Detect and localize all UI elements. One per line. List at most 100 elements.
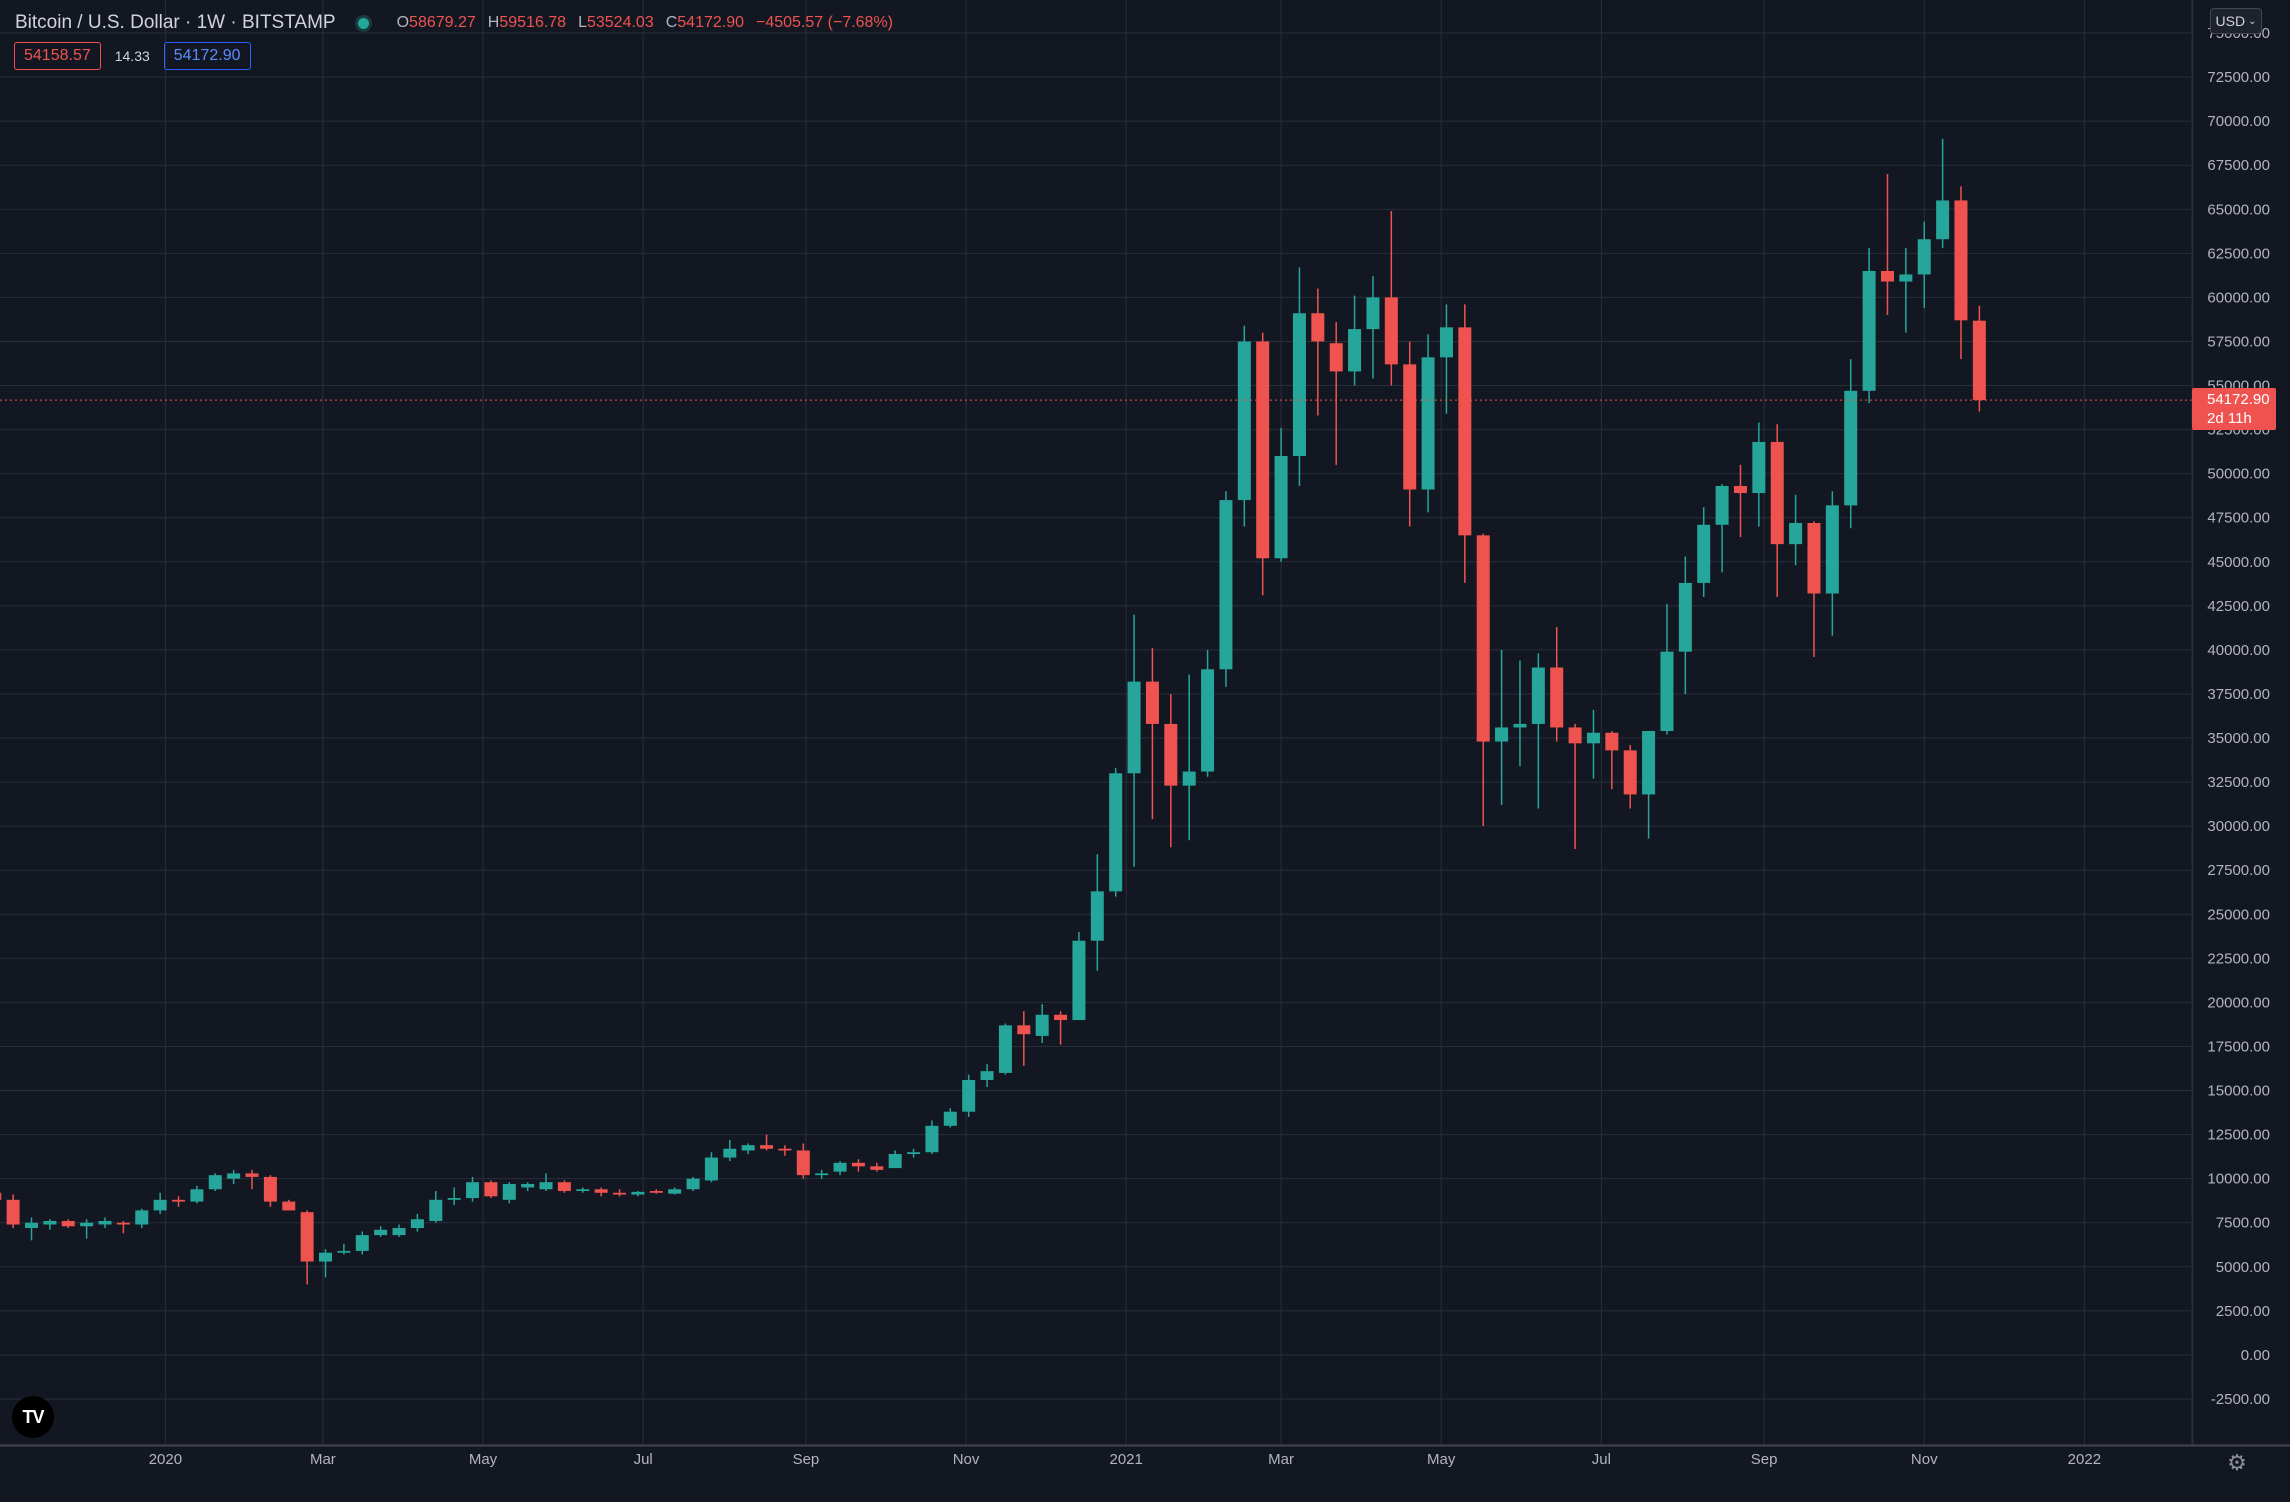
- candle: [392, 1224, 406, 1237]
- candle-body: [0, 1192, 2, 1200]
- candle: [1054, 1011, 1068, 1045]
- candle: [1844, 359, 1858, 529]
- candle-body: [1164, 723, 1178, 786]
- y-tick-label: 15000.00: [2207, 1083, 2270, 1100]
- candle: [1145, 648, 1159, 820]
- candle-body: [282, 1201, 296, 1211]
- candle-body: [172, 1199, 186, 1202]
- y-tick-label: 50000.00: [2207, 466, 2270, 483]
- candle-body: [447, 1198, 461, 1200]
- y-tick-label: 30000.00: [2207, 818, 2270, 835]
- candle: [1531, 653, 1545, 809]
- last-price-tag: 54172.90 2d 11h: [2192, 388, 2276, 431]
- candle: [980, 1064, 994, 1088]
- candle: [1770, 424, 1784, 598]
- x-tick-label: May: [1427, 1451, 1456, 1468]
- x-tick-label: Mar: [310, 1451, 336, 1468]
- candle: [1862, 248, 1876, 404]
- candle: [98, 1217, 112, 1229]
- candle-body: [392, 1228, 406, 1236]
- candle: [1311, 288, 1325, 416]
- candle-body: [80, 1222, 94, 1227]
- gear-icon[interactable]: ⚙: [2227, 1450, 2247, 1475]
- candle-body: [1789, 522, 1803, 545]
- bid-price-button[interactable]: 54158.57: [14, 42, 101, 70]
- x-tick-label: Mar: [1268, 1451, 1294, 1468]
- candle-body: [502, 1183, 516, 1200]
- high-label: H: [487, 14, 500, 31]
- candle: [355, 1231, 369, 1255]
- candle-body: [1495, 727, 1509, 742]
- candle: [741, 1143, 755, 1155]
- candle: [594, 1187, 608, 1197]
- candle: [1439, 304, 1453, 414]
- candle-body: [1403, 364, 1417, 490]
- candle-body: [1733, 485, 1747, 494]
- candle-body: [208, 1175, 222, 1190]
- candle-body: [1348, 329, 1362, 372]
- candle: [1936, 138, 1950, 249]
- candle-body: [1752, 441, 1766, 494]
- open-label: O: [396, 14, 410, 31]
- candle-body: [1899, 274, 1913, 282]
- candle-body: [1329, 343, 1343, 372]
- candle-body: [1844, 390, 1858, 506]
- candle: [502, 1182, 516, 1204]
- candle-body: [227, 1173, 241, 1179]
- candle: [1017, 1011, 1031, 1066]
- candle-body: [1127, 681, 1141, 774]
- candle-body: [1219, 500, 1233, 670]
- candle: [1274, 427, 1288, 562]
- candle-body: [116, 1222, 130, 1225]
- candle: [631, 1191, 645, 1197]
- y-tick-label: 45000.00: [2207, 554, 2270, 571]
- candle-body: [1274, 456, 1288, 559]
- candle-body: [1182, 771, 1196, 786]
- candle: [1127, 614, 1141, 867]
- candle-body: [576, 1189, 590, 1192]
- candle-body: [1439, 327, 1453, 358]
- candle-body: [1605, 732, 1619, 751]
- change-value: −4505.57 (−7.68%): [756, 14, 894, 31]
- candle: [484, 1180, 498, 1199]
- candle-body: [851, 1162, 865, 1167]
- candle: [116, 1220, 130, 1234]
- y-tick-label: 40000.00: [2207, 642, 2270, 659]
- candle-body: [1072, 940, 1086, 1021]
- tradingview-logo-icon[interactable]: TV: [12, 1396, 54, 1438]
- y-tick-label: 67500.00: [2207, 157, 2270, 174]
- y-tick-label: 25000.00: [2207, 906, 2270, 923]
- candle: [1292, 267, 1306, 486]
- candle: [43, 1219, 57, 1230]
- candle: [704, 1152, 718, 1183]
- candle-body: [557, 1182, 571, 1192]
- candle-body: [98, 1220, 112, 1225]
- candle-body: [1421, 357, 1435, 490]
- y-tick-label: 62500.00: [2207, 245, 2270, 262]
- candle: [1072, 931, 1086, 1021]
- candle-body: [153, 1199, 167, 1211]
- candle-body: [1697, 524, 1711, 583]
- candle-body: [337, 1250, 351, 1253]
- candle: [1403, 341, 1417, 527]
- x-tick-label: Sep: [793, 1451, 820, 1468]
- candle-body: [1237, 341, 1251, 501]
- candle-body: [649, 1191, 663, 1193]
- y-tick-label: 27500.00: [2207, 862, 2270, 879]
- candle: [282, 1199, 296, 1211]
- candle-body: [1256, 341, 1270, 559]
- candle: [1586, 709, 1600, 779]
- candle-body: [1550, 667, 1564, 728]
- close-value: 54172.90: [677, 14, 745, 31]
- ask-price-button[interactable]: 54172.90: [163, 42, 251, 70]
- candle-body: [1880, 270, 1894, 282]
- candle: [80, 1219, 94, 1239]
- x-tick-label: 2022: [2068, 1451, 2101, 1468]
- candle-body: [410, 1219, 424, 1229]
- currency-button[interactable]: USD ⌄: [2210, 8, 2262, 34]
- candle: [6, 1194, 20, 1229]
- candle: [208, 1173, 222, 1192]
- symbol-title[interactable]: Bitcoin / U.S. Dollar · 1W · BITSTAMP: [15, 12, 336, 33]
